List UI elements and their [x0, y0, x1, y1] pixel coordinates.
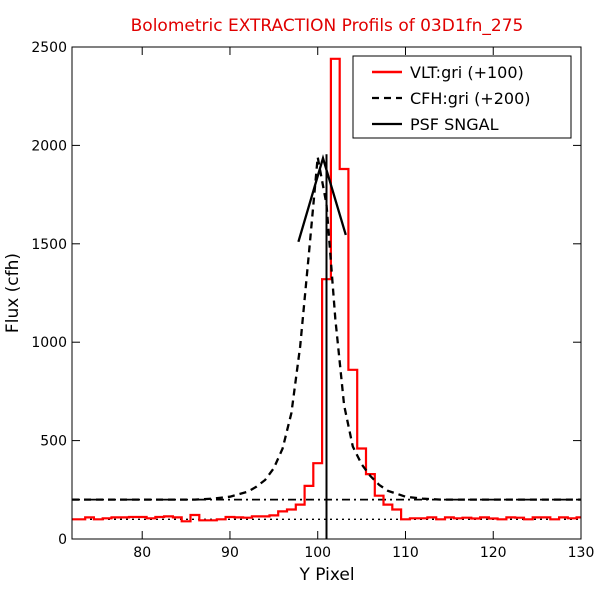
series-layer — [72, 57, 581, 523]
y-axis: 0 500 1000 1500 2000 2500 — [31, 40, 581, 548]
y-tick-label-2000: 2000 — [31, 138, 67, 154]
x-tick-label-80: 80 — [133, 545, 151, 561]
x-tick-label-90: 90 — [221, 545, 239, 561]
legend-label-1: CFH:gri (+200) — [410, 89, 531, 108]
y-tick-label-0: 0 — [58, 532, 67, 548]
legend-label-0: VLT:gri (+100) — [410, 63, 524, 82]
x-tick-label-110: 110 — [392, 545, 419, 561]
x-tick-label-130: 130 — [568, 545, 595, 561]
y-tick-label-2500: 2500 — [31, 40, 67, 56]
series-line-1 — [72, 156, 581, 501]
series-line-2 — [297, 154, 347, 243]
legend-label-2: PSF SNGAL — [410, 115, 499, 134]
y-tick-label-1500: 1500 — [31, 237, 67, 253]
y-tick-label-500: 500 — [40, 434, 67, 450]
x-tick-label-120: 120 — [480, 545, 507, 561]
y-tick-label-1000: 1000 — [31, 335, 67, 351]
plot-frame — [71, 46, 582, 540]
x-tick-label-100: 100 — [304, 545, 331, 561]
chart-title: Bolometric EXTRACTION Profils of 03D1fn_… — [131, 16, 524, 36]
x-axis-label: Y Pixel — [298, 565, 354, 585]
legend: VLT:gri (+100) CFH:gri (+200) PSF SNGAL — [352, 55, 572, 139]
series-line-0 — [72, 57, 581, 523]
x-axis: 80 90 100 110 120 130 — [133, 47, 594, 561]
y-axis-label: Flux (cfh) — [3, 253, 23, 333]
